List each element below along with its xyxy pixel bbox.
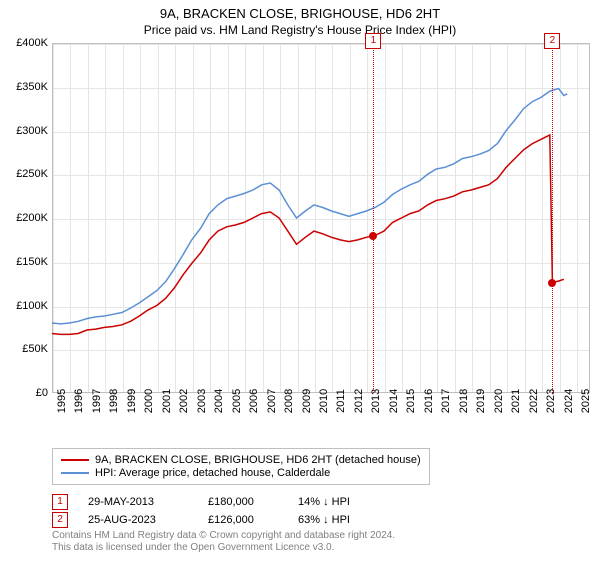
- event-marker-box: 1: [365, 33, 381, 49]
- y-axis-label: £400K: [16, 37, 48, 49]
- event-marker-icon: 1: [52, 494, 68, 510]
- attribution-text: Contains HM Land Registry data © Crown c…: [52, 530, 395, 554]
- x-axis-label: 2017: [440, 389, 452, 413]
- x-axis-label: 2002: [178, 389, 190, 413]
- y-axis-label: £350K: [16, 81, 48, 93]
- x-axis-label: 2011: [335, 389, 347, 413]
- x-axis-label: 2018: [458, 389, 470, 413]
- x-axis-label: 2010: [318, 389, 330, 413]
- x-axis-label: 2004: [213, 389, 225, 413]
- legend-label-property: 9A, BRACKEN CLOSE, BRIGHOUSE, HD6 2HT (d…: [95, 454, 421, 466]
- chart-legend: 9A, BRACKEN CLOSE, BRIGHOUSE, HD6 2HT (d…: [52, 448, 430, 485]
- x-axis-label: 2014: [388, 389, 400, 413]
- x-axis-label: 2020: [493, 389, 505, 413]
- chart-lines-svg: [52, 43, 590, 393]
- attribution-line: This data is licensed under the Open Gov…: [52, 542, 395, 554]
- event-row: 2 25-AUG-2023 £126,000 63% ↓ HPI: [52, 512, 388, 528]
- chart-title: 9A, BRACKEN CLOSE, BRIGHOUSE, HD6 2HT: [0, 6, 600, 21]
- x-axis-label: 2006: [248, 389, 260, 413]
- x-axis-label: 2000: [143, 389, 155, 413]
- x-axis-label: 2023: [545, 389, 557, 413]
- x-axis-label: 2013: [370, 389, 382, 413]
- event-datapoint-icon: [548, 279, 556, 287]
- x-axis-label: 2012: [353, 389, 365, 413]
- event-date: 29-MAY-2013: [88, 496, 188, 508]
- x-axis-label: 2007: [266, 389, 278, 413]
- event-marker-line: [552, 43, 553, 393]
- x-axis-label: 1997: [91, 389, 103, 413]
- event-list: 1 29-MAY-2013 £180,000 14% ↓ HPI 2 25-AU…: [52, 492, 388, 530]
- legend-swatch-hpi: [61, 472, 89, 474]
- event-marker-icon: 2: [52, 512, 68, 528]
- event-diff: 14% ↓ HPI: [298, 496, 388, 508]
- event-diff: 63% ↓ HPI: [298, 514, 388, 526]
- series-line-hpi: [52, 89, 567, 324]
- y-axis-label: £250K: [16, 168, 48, 180]
- y-axis-label: £200K: [16, 212, 48, 224]
- y-axis-label: £0: [36, 387, 48, 399]
- event-price: £126,000: [208, 514, 278, 526]
- x-axis-label: 2022: [528, 389, 540, 413]
- x-axis-label: 2019: [475, 389, 487, 413]
- x-axis-label: 2005: [231, 389, 243, 413]
- event-marker-line: [373, 43, 374, 393]
- y-axis-label: £50K: [22, 343, 48, 355]
- x-axis-label: 2016: [423, 389, 435, 413]
- legend-row: 9A, BRACKEN CLOSE, BRIGHOUSE, HD6 2HT (d…: [61, 454, 421, 466]
- legend-row: HPI: Average price, detached house, Cald…: [61, 467, 421, 479]
- x-axis-label: 1995: [56, 389, 68, 413]
- event-price: £180,000: [208, 496, 278, 508]
- chart-subtitle: Price paid vs. HM Land Registry's House …: [0, 23, 600, 37]
- x-axis-label: 2021: [510, 389, 522, 413]
- event-row: 1 29-MAY-2013 £180,000 14% ↓ HPI: [52, 494, 388, 510]
- series-line-property: [52, 135, 564, 335]
- x-axis-label: 2003: [196, 389, 208, 413]
- x-axis-label: 2008: [283, 389, 295, 413]
- chart-plot-area: £0£50K£100K£150K£200K£250K£300K£350K£400…: [52, 43, 590, 393]
- x-axis-label: 2001: [161, 389, 173, 413]
- event-date: 25-AUG-2023: [88, 514, 188, 526]
- y-axis-label: £300K: [16, 125, 48, 137]
- x-axis-label: 2015: [405, 389, 417, 413]
- legend-label-hpi: HPI: Average price, detached house, Cald…: [95, 467, 330, 479]
- event-marker-box: 2: [544, 33, 560, 49]
- x-axis-label: 1996: [73, 389, 85, 413]
- x-axis-label: 2009: [301, 389, 313, 413]
- x-axis-label: 1999: [126, 389, 138, 413]
- event-datapoint-icon: [369, 232, 377, 240]
- y-axis-label: £100K: [16, 300, 48, 312]
- x-axis-label: 2025: [580, 389, 592, 413]
- attribution-line: Contains HM Land Registry data © Crown c…: [52, 530, 395, 542]
- legend-swatch-property: [61, 459, 89, 461]
- y-axis-label: £150K: [16, 256, 48, 268]
- x-axis-label: 1998: [108, 389, 120, 413]
- x-axis-label: 2024: [563, 389, 575, 413]
